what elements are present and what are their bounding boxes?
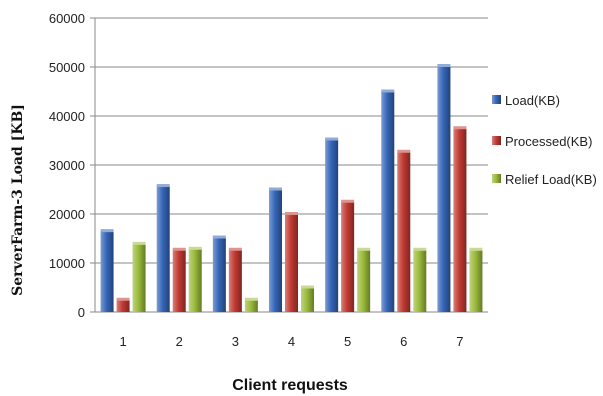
legend-swatch — [492, 174, 501, 183]
bar — [397, 151, 411, 312]
bar-top — [341, 199, 355, 203]
bar-top — [172, 247, 186, 251]
bar-top — [132, 241, 146, 245]
bar-top — [437, 64, 451, 68]
y-tick-label: 10000 — [49, 256, 85, 271]
bar-top — [269, 187, 282, 191]
y-tick-label: 60000 — [49, 11, 85, 26]
bar — [188, 248, 202, 312]
y-tick-label: 50000 — [49, 60, 85, 75]
bar — [228, 249, 242, 312]
x-tick-label: 3 — [232, 334, 239, 349]
bar — [269, 189, 282, 312]
bar — [132, 243, 146, 312]
bar-top — [244, 297, 258, 301]
bar — [172, 249, 186, 312]
bar — [301, 287, 314, 312]
y-tick-label: 0 — [78, 305, 85, 320]
bar-top — [116, 297, 130, 301]
bar-top — [188, 246, 202, 250]
y-tick-label: 20000 — [49, 207, 85, 222]
x-tick-label: 6 — [400, 334, 407, 349]
legend-entry: Relief Load(KB) — [505, 172, 597, 187]
bar-top — [156, 184, 170, 188]
y-tick-label: 30000 — [49, 158, 85, 173]
legend-swatch — [492, 95, 501, 104]
x-tick-label: 7 — [456, 334, 463, 349]
bar — [341, 201, 355, 312]
bar-top — [453, 126, 467, 130]
bar — [453, 128, 467, 312]
bar-top — [100, 229, 114, 233]
bar — [357, 249, 371, 312]
x-tick-label: 1 — [119, 334, 126, 349]
legend-entry: Processed(KB) — [505, 134, 592, 149]
x-tick-label: 5 — [344, 334, 351, 349]
x-axis-label: Client requests — [232, 377, 348, 394]
bar — [156, 186, 170, 312]
bar — [437, 66, 451, 313]
legend: Load(KB) Processed(KB) Relief Load(KB) — [492, 93, 597, 187]
bar — [469, 249, 483, 312]
y-tick-labels: 0 10000 20000 30000 40000 50000 60000 — [49, 11, 85, 320]
bar — [325, 139, 339, 312]
x-tick-label: 2 — [176, 334, 183, 349]
x-tick-label: 4 — [288, 334, 295, 349]
bar-top — [228, 247, 242, 251]
bar-top — [212, 235, 226, 239]
y-axis-label: ServerFarm-3 Load [KB] — [10, 104, 26, 296]
bar-top — [413, 247, 427, 251]
legend-entry: Load(KB) — [505, 93, 560, 108]
bar — [381, 91, 395, 312]
legend-swatch — [492, 136, 501, 145]
y-tick-label: 40000 — [49, 109, 85, 124]
bar-top — [469, 247, 483, 251]
bar — [212, 237, 226, 312]
bar — [116, 299, 130, 312]
bar-top — [357, 247, 371, 251]
bar — [413, 249, 427, 312]
bar-top — [381, 89, 395, 93]
x-tick-labels: 1 2 3 4 5 6 7 — [119, 334, 463, 349]
bar-top — [325, 137, 339, 141]
bar — [100, 231, 114, 312]
bar — [285, 214, 298, 312]
bars — [100, 64, 483, 313]
bar — [244, 299, 258, 312]
bar-top — [301, 285, 314, 289]
bar-top — [397, 149, 411, 153]
bar-top — [285, 212, 298, 215]
